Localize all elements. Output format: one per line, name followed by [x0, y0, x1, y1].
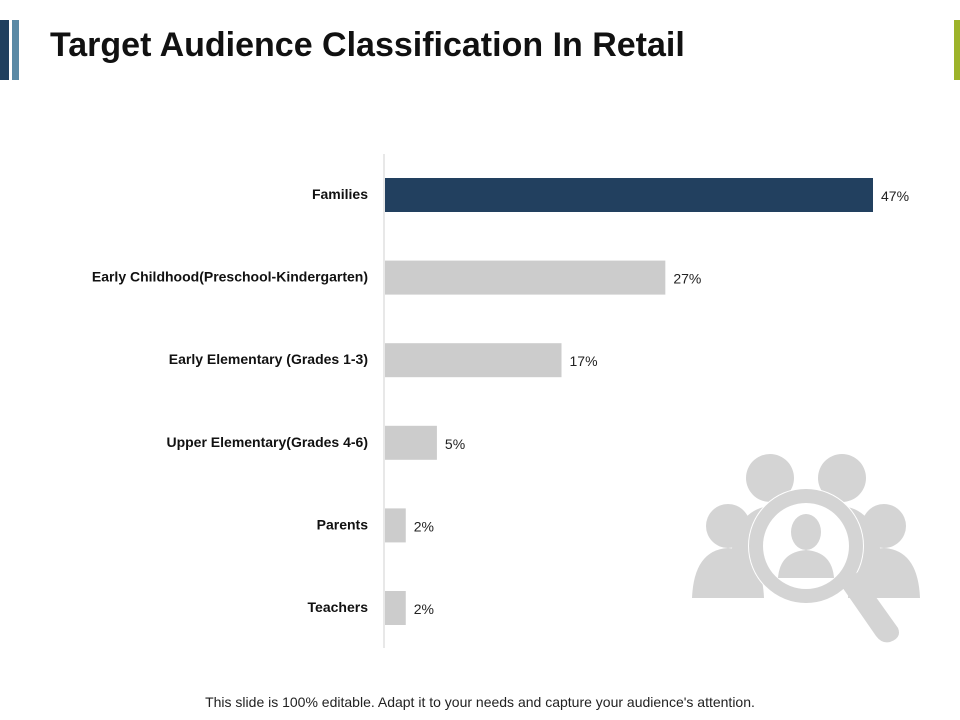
bar: [385, 343, 562, 378]
bar: [385, 425, 437, 460]
bar-chart: Families 47% Early Childhood(Preschool-Kin…: [92, 154, 909, 648]
category-label: Teachers: [308, 599, 369, 615]
slide-title: Target Audience Classification In Retail: [50, 26, 685, 64]
category-label: Early Childhood(Preschool-Kindergarten): [92, 269, 368, 285]
category-label: Upper Elementary(Grades 4-6): [166, 434, 368, 450]
data-label: 2%: [414, 518, 434, 534]
bar: [385, 260, 666, 295]
bar: [385, 178, 873, 212]
footer-note: This slide is 100% editable. Adapt it to…: [205, 694, 755, 710]
accent-bar-left-light: [12, 20, 19, 80]
category-label: Early Elementary (Grades 1-3): [169, 351, 368, 367]
people-search-icon: [692, 454, 920, 643]
bar: [385, 591, 406, 625]
accent-bar-left-dark: [0, 20, 9, 80]
data-label: 2%: [414, 601, 434, 617]
data-label: 5%: [445, 436, 465, 452]
data-label: 27%: [673, 271, 701, 287]
category-label: Parents: [317, 516, 369, 532]
category-label: Families: [312, 186, 368, 202]
accent-bar-right: [954, 20, 960, 80]
data-label: 17%: [570, 353, 598, 369]
data-label: 47%: [881, 188, 909, 204]
bar: [385, 508, 406, 543]
